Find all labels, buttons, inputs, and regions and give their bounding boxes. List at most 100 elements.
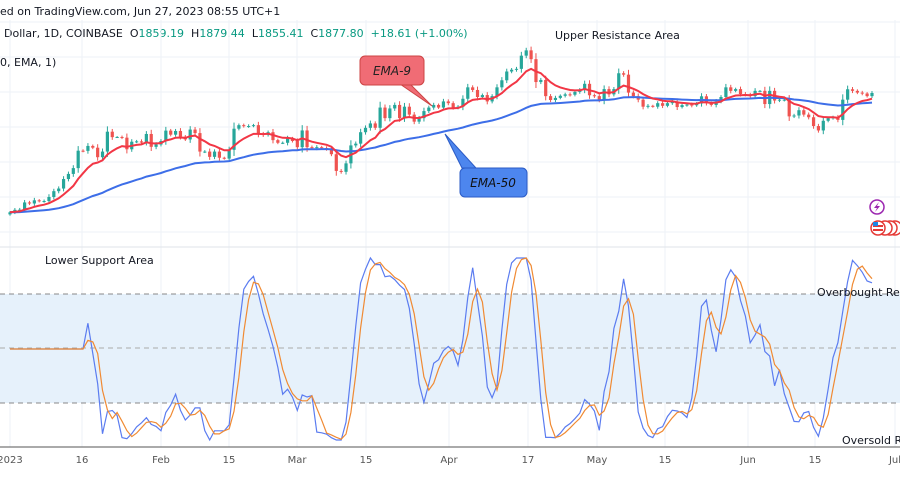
candle-body <box>826 118 830 121</box>
candle <box>359 128 363 148</box>
candle-body <box>86 145 90 151</box>
candle-body <box>622 73 626 75</box>
x-tick-label: 15 <box>809 455 822 466</box>
candle-body <box>164 130 168 142</box>
x-tick-label: 15 <box>659 455 672 466</box>
candle-body <box>475 89 480 98</box>
x-tick-label: Jun <box>739 455 756 466</box>
candle-body <box>52 191 56 197</box>
candle <box>626 69 631 98</box>
candle <box>378 101 382 134</box>
candle-body <box>568 94 572 96</box>
candle-body <box>344 163 348 172</box>
candle-body <box>222 157 226 159</box>
candle-body <box>539 79 543 83</box>
candle <box>524 47 528 59</box>
candle <box>222 156 226 160</box>
candle-body <box>71 168 75 174</box>
candle <box>100 148 105 161</box>
candle-body <box>811 117 816 127</box>
candle <box>855 89 859 95</box>
candle-body <box>451 103 455 108</box>
candle <box>305 125 309 152</box>
candle <box>641 97 645 110</box>
candle-body <box>471 87 475 90</box>
candle-body <box>631 92 635 97</box>
candle-body <box>782 99 786 101</box>
candle-body <box>510 69 514 72</box>
candle <box>188 126 192 143</box>
candle-body <box>100 151 105 158</box>
candle-body <box>602 89 606 101</box>
candle <box>164 126 168 145</box>
candle <box>811 114 816 129</box>
candle-body <box>446 101 450 104</box>
candle-body <box>870 93 874 97</box>
candle-body <box>841 99 845 120</box>
candle-body <box>354 143 358 146</box>
ema50-callout[interactable]: EMA-50 <box>444 133 528 198</box>
candle <box>607 86 611 98</box>
candle-body <box>169 130 173 135</box>
candle-body <box>115 136 119 138</box>
candle <box>807 112 811 120</box>
candle-body <box>734 89 738 91</box>
ema9-line <box>9 67 873 214</box>
candle <box>602 85 606 105</box>
candle <box>583 80 587 94</box>
candle <box>466 83 470 103</box>
candle <box>792 113 796 119</box>
x-tick-label: 15 <box>223 455 236 466</box>
candle <box>656 101 660 109</box>
ema9-callout[interactable]: EMA-9 <box>359 55 433 107</box>
candle <box>135 139 139 144</box>
candle-body <box>758 90 762 92</box>
ema9-callout-text: EMA-9 <box>373 64 411 78</box>
symbol-label: Dollar, 1D, COINBASE <box>4 27 123 40</box>
candle-body <box>271 132 275 141</box>
candle-body <box>149 133 153 147</box>
x-tick-label: 16 <box>76 455 89 466</box>
lightning-icon[interactable] <box>869 199 885 215</box>
candle-body <box>690 104 694 106</box>
candle <box>242 123 246 128</box>
candle <box>563 92 567 98</box>
candle-body <box>709 103 713 105</box>
candle-body <box>592 95 596 97</box>
candle <box>169 128 173 137</box>
oversold-label: Oversold Re <box>842 434 900 447</box>
candle-body <box>61 179 66 189</box>
candle <box>568 92 572 97</box>
candle-body <box>373 123 377 128</box>
candles <box>8 46 874 216</box>
candle-body <box>821 120 825 131</box>
candle <box>42 199 46 203</box>
candle <box>436 103 441 109</box>
candle-body <box>227 149 231 159</box>
candle <box>212 149 217 160</box>
candle <box>870 91 874 99</box>
candle-body <box>37 200 41 202</box>
candle <box>622 71 626 77</box>
candle <box>363 125 368 135</box>
candle <box>271 128 275 144</box>
candle <box>203 150 207 154</box>
candle <box>354 141 358 148</box>
x-tick-label: 15 <box>360 455 373 466</box>
candle-body <box>583 83 587 90</box>
candle-body <box>139 141 144 143</box>
candle-body <box>42 201 46 203</box>
stoch-d-line <box>10 257 873 440</box>
candle <box>539 77 543 85</box>
candle <box>173 128 178 137</box>
candle-body <box>422 111 426 119</box>
candle-body <box>738 89 743 95</box>
candle <box>407 103 411 119</box>
candle-body <box>641 99 645 107</box>
candle <box>500 77 504 91</box>
us-flag-icon[interactable] <box>870 220 900 236</box>
candle-body <box>110 131 114 138</box>
candle <box>193 127 197 136</box>
candle-body <box>466 87 470 99</box>
